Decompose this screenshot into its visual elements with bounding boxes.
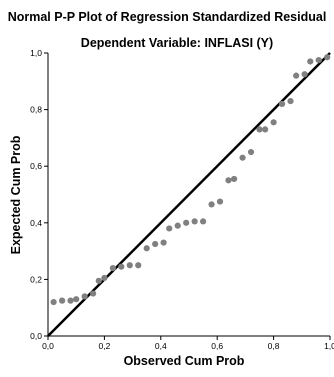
- data-point: [59, 297, 66, 304]
- data-point: [293, 72, 300, 79]
- chart-title: Normal P-P Plot of Regression Standardiz…: [8, 10, 327, 24]
- data-point: [126, 262, 133, 269]
- reference-line: [47, 52, 331, 337]
- y-tick-label: 0,6: [30, 161, 42, 171]
- data-point: [256, 126, 263, 133]
- data-point: [216, 198, 224, 205]
- data-point: [67, 297, 74, 304]
- data-point: [160, 239, 167, 246]
- x-tick-label: 0,8: [268, 341, 280, 351]
- data-point: [118, 263, 125, 270]
- data-point: [166, 225, 173, 232]
- points-layer: [50, 54, 331, 306]
- data-point: [135, 262, 142, 269]
- data-point: [324, 54, 331, 61]
- data-point: [287, 98, 294, 105]
- data-point: [73, 296, 80, 303]
- x-tick-label: 0,4: [155, 341, 167, 351]
- y-tick-label: 0,2: [30, 274, 42, 284]
- data-point: [262, 126, 269, 133]
- y-axis-label: Expected Cum Prob: [9, 135, 23, 254]
- data-point: [225, 177, 232, 184]
- x-ticks-layer: 0,0 0,2 0,4 0,6 0,8 1,0: [42, 336, 334, 351]
- data-point: [208, 201, 215, 208]
- data-point: [247, 148, 255, 156]
- x-tick-label: 1,0: [324, 341, 334, 351]
- y-tick-label: 0,0: [30, 331, 42, 341]
- x-tick-label: 0,6: [211, 341, 223, 351]
- data-point: [183, 219, 190, 226]
- reference-line-layer: [47, 52, 331, 337]
- data-point: [278, 100, 286, 108]
- data-point: [200, 218, 207, 225]
- y-tick-label: 1,0: [30, 48, 42, 58]
- data-point: [50, 298, 57, 306]
- x-tick-label: 0,2: [98, 341, 110, 351]
- chart-subtitle: Dependent Variable: INFLASI (Y): [81, 36, 273, 50]
- x-tick-label: 0,0: [42, 341, 54, 351]
- data-point: [101, 274, 108, 282]
- data-point: [315, 56, 322, 64]
- data-point: [270, 119, 277, 126]
- data-point: [174, 222, 181, 229]
- data-point: [191, 218, 198, 225]
- y-ticks-layer: 0,0 0,2 0,4 0,6 0,8 1,0: [30, 48, 48, 341]
- data-point: [239, 154, 246, 161]
- data-point: [109, 264, 116, 272]
- data-point: [81, 293, 88, 300]
- data-point: [95, 277, 102, 284]
- y-tick-label: 0,4: [30, 218, 42, 228]
- data-point: [152, 240, 159, 248]
- x-axis-label: Observed Cum Prob: [124, 354, 245, 368]
- data-point: [307, 58, 314, 65]
- y-tick-label: 0,8: [30, 105, 42, 115]
- data-point: [143, 245, 150, 252]
- data-point: [231, 175, 238, 183]
- data-point: [301, 71, 308, 78]
- data-point: [90, 290, 97, 297]
